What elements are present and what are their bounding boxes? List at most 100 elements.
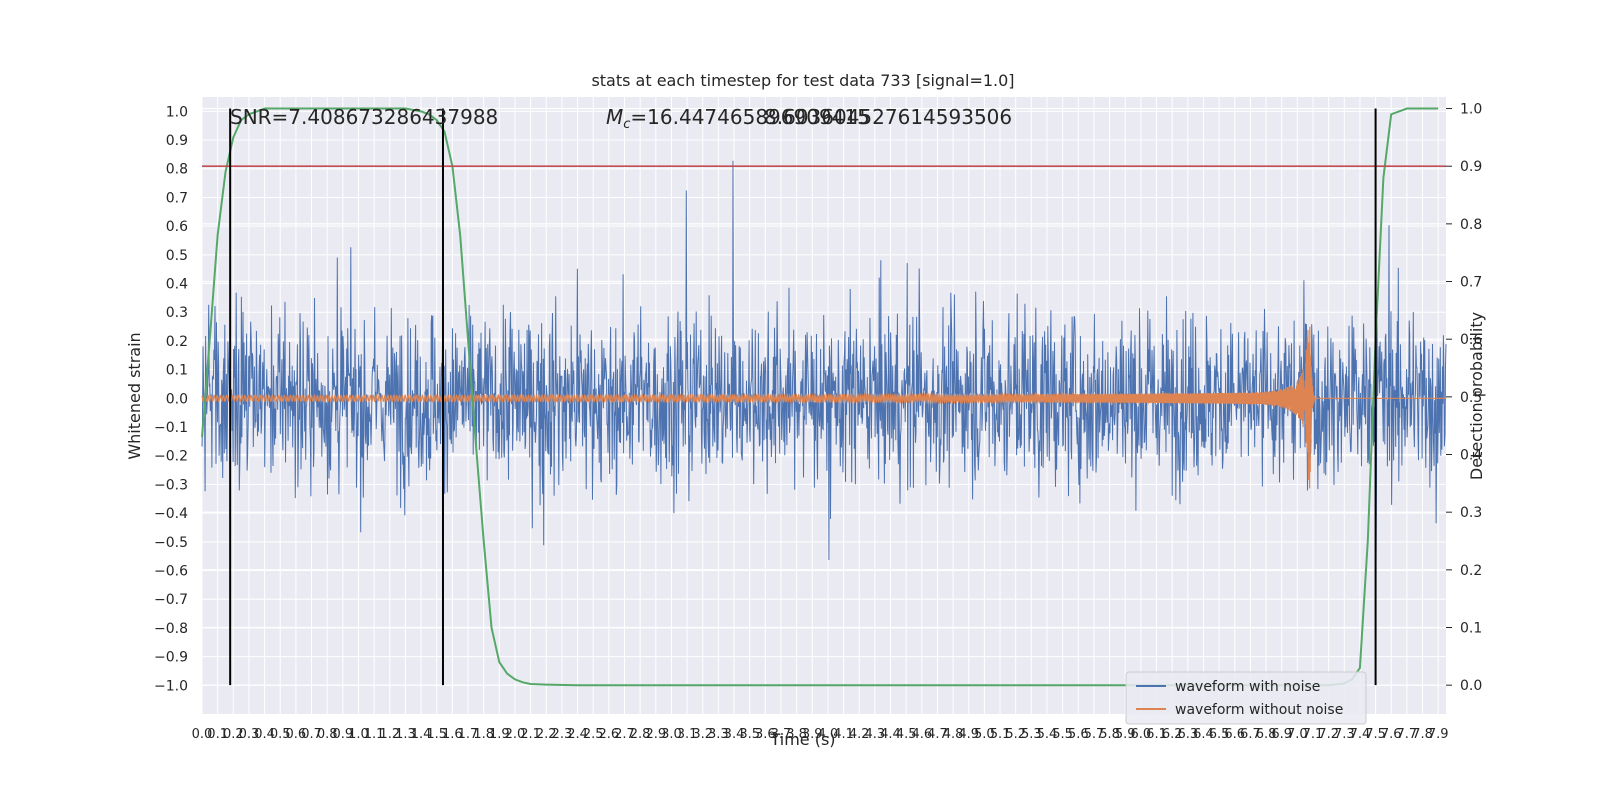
x-tick-label: 5.2 (1005, 727, 1026, 742)
x-tick-label: 1.2 (379, 727, 400, 742)
y-left-tick-label: 0.3 (166, 305, 188, 321)
x-tick-label: 7.8 (1412, 727, 1433, 742)
y-left-tick-label: 0.8 (166, 162, 188, 178)
x-tick-label: 3.7 (771, 727, 792, 742)
y-left-tick-label: 0.6 (166, 219, 188, 235)
y-left-tick-label: −0.5 (154, 535, 188, 551)
y-left-tick-label: 0.9 (166, 133, 188, 149)
y-left-tick-label: 0.7 (166, 190, 188, 206)
x-tick-label: 0.8 (317, 727, 338, 742)
x-tick-label: 7.6 (1381, 727, 1402, 742)
x-tick-label: 7.9 (1428, 727, 1449, 742)
y-right-tick-label: 0.0 (1460, 678, 1482, 694)
x-tick-label: 5.9 (1115, 727, 1136, 742)
x-tick-label: 6.3 (1177, 727, 1198, 742)
x-tick-label: 5.1 (990, 727, 1011, 742)
x-tick-label: 6.2 (1162, 727, 1183, 742)
x-tick-label: 5.8 (1099, 727, 1120, 742)
overlap-annotation: 8.603604527614593506 (764, 105, 1012, 129)
x-tick-label: 7.7 (1397, 727, 1418, 742)
x-tick-label: 6.0 (1131, 727, 1152, 742)
y-left-tick-label: 0.2 (166, 334, 188, 350)
x-tick-label: 2.2 (536, 727, 557, 742)
x-axis-ticks: 0.00.10.20.30.40.50.60.70.80.91.01.11.21… (192, 727, 1449, 742)
x-tick-label: 1.0 (348, 727, 369, 742)
x-tick-label: 0.7 (301, 727, 322, 742)
x-tick-label: 3.1 (677, 727, 698, 742)
x-tick-label: 7.0 (1287, 727, 1308, 742)
series-waveform-without-noise (201, 326, 1446, 489)
x-tick-label: 0.4 (254, 727, 275, 742)
x-tick-label: 7.4 (1350, 727, 1371, 742)
x-tick-label: 1.5 (426, 727, 447, 742)
y-left-tick-label: −0.9 (154, 650, 188, 666)
legend-label-noise: waveform with noise (1175, 679, 1320, 695)
x-tick-label: 1.4 (411, 727, 432, 742)
x-tick-label: 3.8 (786, 727, 807, 742)
x-tick-label: 1.7 (458, 727, 479, 742)
x-tick-label: 6.7 (1240, 727, 1261, 742)
x-tick-label: 5.0 (974, 727, 995, 742)
legend-box (1125, 671, 1367, 725)
x-tick-label: 5.3 (1021, 727, 1042, 742)
x-tick-label: 3.9 (802, 727, 823, 742)
y-right-tick-label: 0.1 (1460, 621, 1482, 637)
y-left-tick-label: 0.5 (166, 248, 188, 264)
x-tick-label: 6.1 (1146, 727, 1167, 742)
x-tick-label: 5.6 (1068, 727, 1089, 742)
x-tick-label: 4.0 (818, 727, 839, 742)
x-tick-label: 6.9 (1271, 727, 1292, 742)
x-tick-label: 7.2 (1318, 727, 1339, 742)
x-tick-label: 3.0 (661, 727, 682, 742)
x-tick-label: 4.5 (896, 727, 917, 742)
x-tick-label: 1.1 (364, 727, 385, 742)
x-tick-label: 2.1 (520, 727, 541, 742)
mc-annotation: Mc=16.447465896909415 (606, 105, 870, 132)
x-tick-label: 2.8 (630, 727, 651, 742)
y-left-tick-label: 0.0 (166, 391, 188, 407)
x-tick-label: 4.6 (911, 727, 932, 742)
x-tick-label: 4.9 (958, 727, 979, 742)
mc-value: =16.447465896909415 (630, 105, 869, 129)
x-tick-label: 2.4 (567, 727, 588, 742)
x-tick-label: 0.5 (270, 727, 291, 742)
y-right-tick-label: 0.8 (1460, 217, 1482, 233)
y-left-tick-label: −0.2 (154, 449, 188, 465)
x-tick-label: 6.6 (1224, 727, 1245, 742)
x-tick-label: 0.2 (223, 727, 244, 742)
y-left-tick-label: 0.4 (166, 277, 188, 293)
x-tick-label: 2.6 (598, 727, 619, 742)
x-tick-label: 5.4 (1037, 727, 1058, 742)
x-tick-label: 1.8 (473, 727, 494, 742)
y-right-tick-label: 0.4 (1460, 448, 1482, 464)
x-tick-label: 0.6 (286, 727, 307, 742)
clean-waveform-line (201, 326, 1446, 489)
x-tick-label: 3.2 (692, 727, 713, 742)
y-right-tick-label: 0.6 (1460, 332, 1482, 348)
noise-waveform-line (201, 160, 1447, 565)
x-tick-label: 4.4 (880, 727, 901, 742)
x-tick-label: 7.5 (1365, 727, 1386, 742)
x-tick-label: 1.3 (395, 727, 416, 742)
x-tick-label: 4.3 (865, 727, 886, 742)
legend: waveform with noise waveform without noi… (1125, 671, 1367, 725)
y-left-tick-label: −0.1 (154, 420, 188, 436)
x-tick-label: 3.6 (755, 727, 776, 742)
x-tick-label: 5.7 (1084, 727, 1105, 742)
y-right-tick-label: 0.2 (1460, 563, 1482, 579)
x-tick-label: 2.0 (505, 727, 526, 742)
x-tick-label: 4.7 (927, 727, 948, 742)
series-waveform-with-noise (201, 160, 1447, 565)
reference-lines (202, 108, 1446, 686)
x-tick-label: 3.5 (739, 727, 760, 742)
x-tick-label: 6.4 (1193, 727, 1214, 742)
mc-symbol: M (606, 105, 623, 129)
x-tick-label: 0.9 (332, 727, 353, 742)
x-tick-label: 0.3 (239, 727, 260, 742)
x-tick-label: 2.3 (552, 727, 573, 742)
y-left-tick-label: −0.6 (154, 564, 188, 580)
x-tick-label: 6.5 (1209, 727, 1230, 742)
x-tick-label: 0.0 (192, 727, 213, 742)
y-left-tick-label: 1.0 (166, 104, 188, 120)
